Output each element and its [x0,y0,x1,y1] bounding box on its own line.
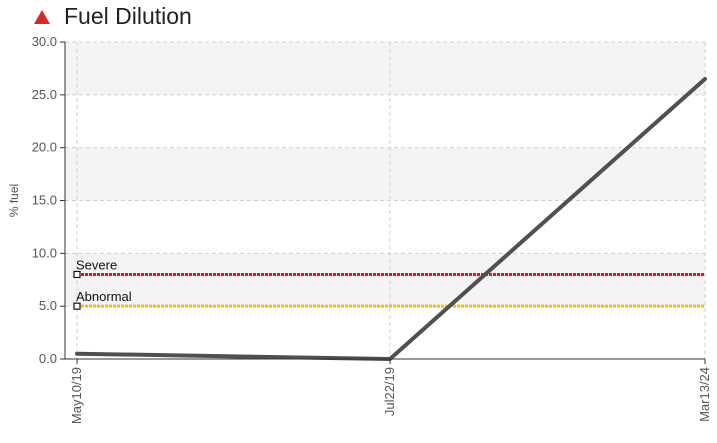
axis-labels: 0.0 5.0 10.0 15.0 20.0 25.0 30.0 May10/19 Jul22/… [7,34,712,424]
data-series [75,76,707,361]
threshold-lines: Severe Abnormal [73,257,705,310]
y-axis-label: % fuel [7,184,21,217]
chart-header: Fuel Dilution [34,2,192,30]
chart-title: Fuel Dilution [64,2,192,29]
data-point[interactable] [703,77,707,81]
y-tick-label: 30.0 [32,34,57,49]
x-tick-label: May10/19 [69,367,84,424]
y-tick-label: 20.0 [32,140,57,155]
y-tick-label: 15.0 [32,193,57,208]
threshold-marker [73,302,81,310]
grid-band [65,147,705,201]
grid-band [65,253,705,307]
threshold-label-abnormal: Abnormal [76,289,132,304]
plot-bands [65,42,705,307]
grid-band [65,42,705,95]
threshold-marker [73,270,81,279]
y-tick-label: 25.0 [32,87,57,102]
x-tick-label: Mar13/24 [697,367,712,422]
y-tick-label: 10.0 [32,245,57,260]
threshold-label-severe: Severe [76,257,117,272]
axes [60,41,706,364]
series-line [75,76,707,361]
y-tick-label: 0.0 [39,351,57,366]
y-tick-label: 5.0 [39,298,57,313]
data-point[interactable] [75,352,79,356]
x-tick-label: Jul22/19 [382,367,397,416]
warning-triangle-icon [34,10,50,24]
